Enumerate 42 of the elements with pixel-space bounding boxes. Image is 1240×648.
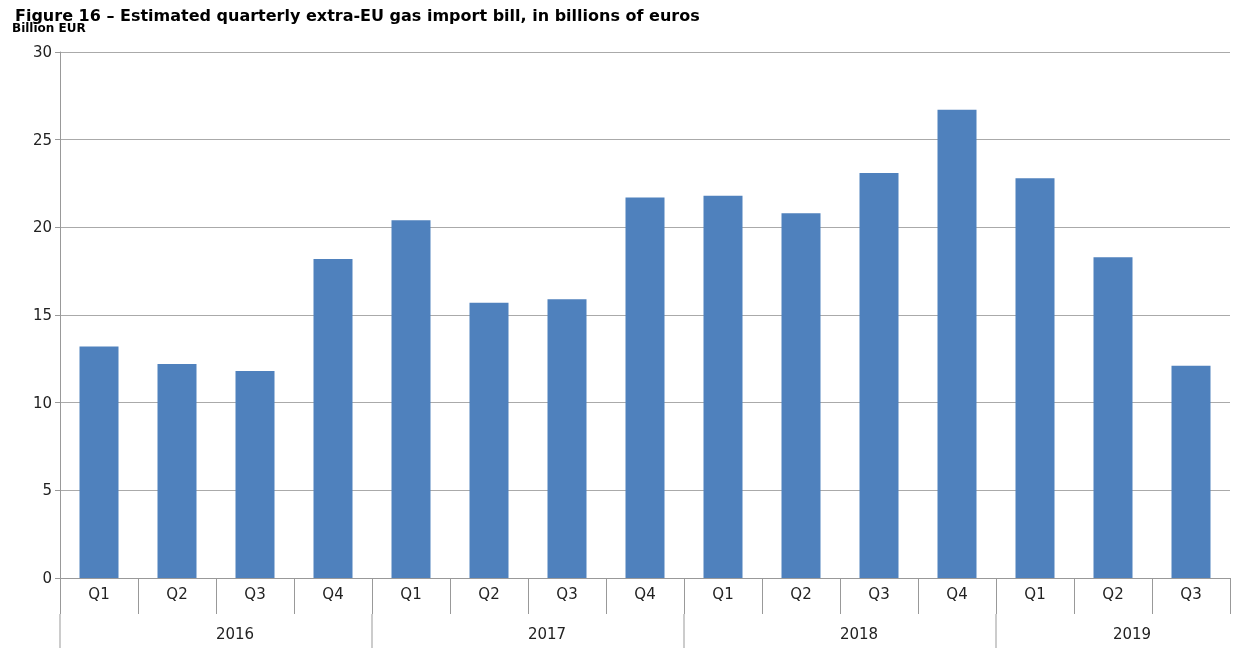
x-tick-label: Q2 bbox=[790, 584, 812, 603]
text: 2018 bbox=[839, 624, 879, 643]
x-tick-label: Q1 bbox=[712, 584, 734, 603]
y-tick-label: 0 bbox=[42, 569, 52, 587]
bar bbox=[625, 197, 665, 578]
bar bbox=[1171, 365, 1211, 578]
bar bbox=[859, 172, 899, 578]
y-tick-label: 30 bbox=[32, 43, 52, 61]
bar bbox=[469, 302, 509, 578]
x-tick-label: Q1 bbox=[88, 584, 110, 603]
bar bbox=[391, 220, 431, 578]
y-tick-label: 25 bbox=[32, 130, 52, 149]
y-tick-label: 10 bbox=[32, 393, 52, 412]
x-tick-label: Q1 bbox=[400, 584, 422, 603]
y-axis-title: Billion EUR bbox=[12, 21, 86, 35]
x-tick-label: Q3 bbox=[556, 584, 578, 603]
x-tick-label: Q2 bbox=[478, 584, 500, 603]
bar bbox=[157, 364, 197, 578]
bar bbox=[937, 109, 977, 578]
x-tick-label: Q2 bbox=[166, 584, 188, 603]
x-tick-label: Q1 bbox=[1024, 584, 1046, 603]
text: 2016 bbox=[215, 624, 255, 643]
bar bbox=[79, 346, 119, 578]
x-tick-label: Q2 bbox=[1102, 584, 1124, 603]
bar bbox=[781, 213, 821, 578]
x-tick-label: Q4 bbox=[634, 584, 656, 603]
bar bbox=[703, 195, 743, 578]
bar bbox=[1015, 178, 1055, 578]
bar bbox=[1093, 257, 1133, 578]
bar bbox=[547, 299, 587, 578]
x-tick-label: Q3 bbox=[1180, 584, 1202, 603]
text: 2019 bbox=[1112, 624, 1152, 643]
x-tick-label: Q3 bbox=[868, 584, 890, 603]
text: 2017 bbox=[527, 624, 567, 643]
x-tick-label: Q4 bbox=[946, 584, 968, 603]
y-tick-label: 5 bbox=[42, 481, 52, 500]
y-tick-label: 20 bbox=[32, 218, 52, 237]
x-tick-label: Q4 bbox=[322, 584, 344, 603]
bar bbox=[313, 258, 353, 578]
bar bbox=[235, 371, 275, 578]
y-tick-label: 15 bbox=[32, 306, 52, 324]
x-tick-label: Q3 bbox=[244, 584, 266, 603]
